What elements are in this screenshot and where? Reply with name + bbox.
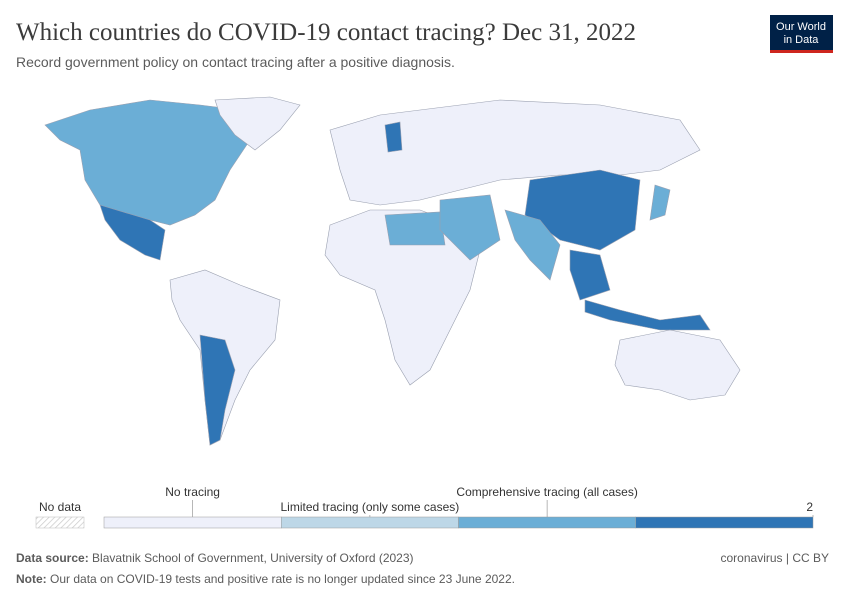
country <box>439 194 501 261</box>
country <box>199 334 236 446</box>
country <box>214 96 301 151</box>
note-label: Note: <box>16 572 47 586</box>
legend-swatch <box>103 516 282 529</box>
legend-label: 2 <box>806 500 813 514</box>
country <box>44 99 251 226</box>
logo-text: Our World <box>776 21 826 33</box>
source-label: Data source: <box>16 551 89 565</box>
country <box>584 299 711 331</box>
subtitle: Record government policy on contact trac… <box>16 54 455 70</box>
legend-label: Comprehensive tracing (all cases) <box>456 485 637 499</box>
source-text: Blavatnik School of Government, Universi… <box>92 551 414 565</box>
legend: No data No tracing Limited tracing (only … <box>35 485 814 529</box>
title: Which countries do COVID-19 contact trac… <box>16 19 636 46</box>
world-map <box>44 96 741 446</box>
source: Data source: Blavatnik School of Governm… <box>16 548 515 569</box>
legend-swatch <box>635 516 814 529</box>
country <box>384 121 403 153</box>
country <box>99 204 166 261</box>
legend-swatch <box>281 516 459 529</box>
logo <box>770 15 833 52</box>
legend-label: No data <box>39 500 81 514</box>
legend-swatch <box>458 516 636 529</box>
country <box>614 329 741 401</box>
legend-label: Limited tracing (only some cases) <box>281 500 460 514</box>
logo-stripe <box>770 50 833 53</box>
license: coronavirus | CC BY <box>720 551 830 565</box>
logo-text: in Data <box>784 34 820 46</box>
country <box>504 209 561 281</box>
footer: Data source: Blavatnik School of Governm… <box>16 548 515 590</box>
country <box>569 249 611 301</box>
country <box>384 211 446 246</box>
legend-label: No tracing <box>165 485 220 499</box>
note-text: Our data on COVID-19 tests and positive … <box>50 572 515 586</box>
country <box>649 184 671 221</box>
country <box>329 99 701 206</box>
note: Note: Our data on COVID-19 tests and pos… <box>16 569 515 590</box>
legend-swatch <box>35 516 85 529</box>
